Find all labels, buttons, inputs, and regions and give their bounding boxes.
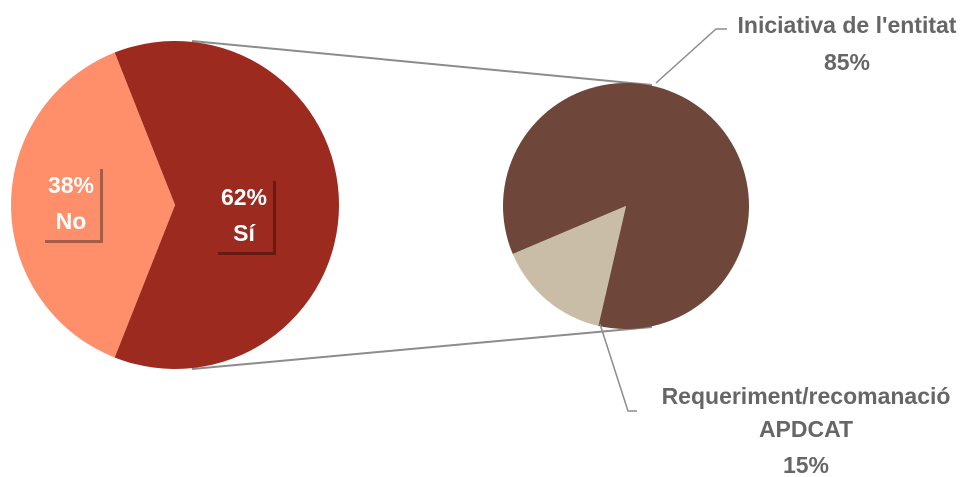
data-label-si-category: Sí — [233, 220, 256, 246]
data-label-no-value: 38% — [48, 172, 94, 198]
data-label-iniciativa-value: 85% — [824, 49, 870, 75]
data-label-si-box — [214, 178, 274, 252]
data-label-no-category: No — [56, 208, 87, 234]
data-label-si: 62% Sí — [214, 178, 277, 255]
leader-line-iniciativa — [655, 28, 727, 84]
pie-slice-iniciativa[interactable] — [503, 83, 750, 330]
data-label-requeriment-category: Requeriment/recomanació — [662, 383, 951, 409]
data-label-requeriment-value: 15% — [783, 452, 829, 477]
data-label-requeriment: Requeriment/recomanació APDCAT 15% — [662, 383, 951, 477]
secondary-pie — [503, 83, 750, 330]
connector-line-top — [191, 40, 653, 86]
connector-line-bottom — [191, 326, 653, 370]
data-label-no-box — [41, 166, 101, 240]
pie-slice-requeriment[interactable] — [512, 206, 626, 326]
data-label-si-value: 62% — [221, 184, 267, 210]
data-label-iniciativa: Iniciativa de l'entitat 85% — [738, 12, 957, 75]
leader-line-requeriment — [599, 323, 637, 412]
data-label-iniciativa-category: Iniciativa de l'entitat — [738, 12, 957, 38]
data-label-requeriment-category-line2: APDCAT — [759, 416, 853, 442]
data-label-no: 38% No — [41, 166, 104, 243]
